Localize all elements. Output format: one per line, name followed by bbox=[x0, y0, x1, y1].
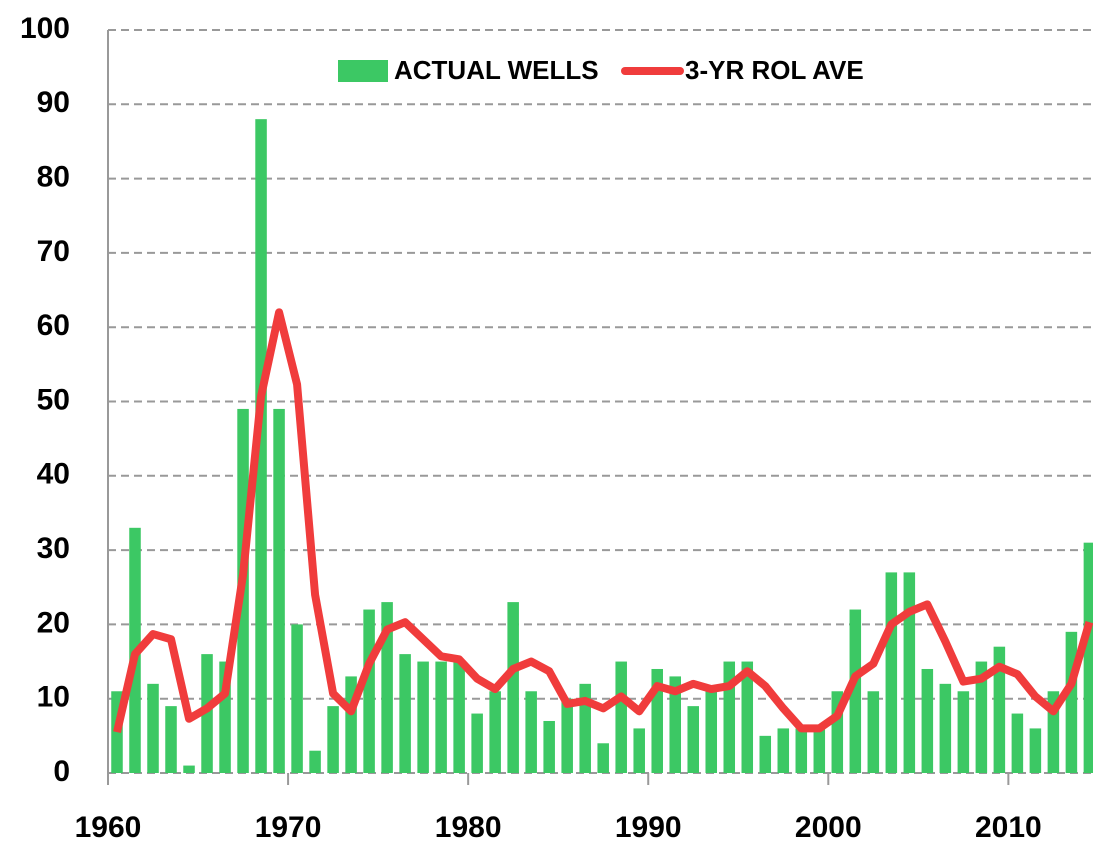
y-tick-label: 0 bbox=[53, 755, 70, 788]
bar bbox=[327, 706, 339, 773]
bar bbox=[471, 713, 483, 773]
bar bbox=[759, 735, 772, 773]
bar bbox=[507, 602, 519, 773]
bar bbox=[1011, 713, 1024, 773]
bar bbox=[291, 624, 303, 773]
bar bbox=[705, 691, 718, 773]
bar bbox=[831, 691, 844, 773]
bar bbox=[255, 119, 267, 773]
bar bbox=[651, 668, 663, 773]
x-tick-label: 2010 bbox=[975, 811, 1042, 844]
bar bbox=[147, 683, 159, 773]
bar bbox=[1083, 542, 1093, 773]
bar bbox=[723, 661, 736, 773]
bar bbox=[309, 750, 321, 773]
y-tick-label: 90 bbox=[37, 86, 70, 119]
y-tick-label: 20 bbox=[37, 606, 70, 639]
bar bbox=[795, 728, 808, 773]
bar bbox=[813, 728, 826, 773]
bar bbox=[273, 408, 285, 773]
bar bbox=[399, 654, 411, 773]
y-tick-label: 30 bbox=[37, 532, 70, 565]
bar bbox=[345, 676, 357, 773]
legend-label: 3-YR ROL AVE bbox=[685, 55, 864, 85]
y-tick-label: 10 bbox=[37, 681, 70, 714]
bar bbox=[219, 661, 231, 773]
bar bbox=[597, 743, 609, 773]
bar bbox=[381, 602, 393, 773]
x-tick-label: 1960 bbox=[75, 811, 142, 844]
bar bbox=[921, 668, 934, 773]
bar bbox=[885, 572, 898, 773]
x-tick-label: 1970 bbox=[255, 811, 322, 844]
bar bbox=[1065, 631, 1078, 773]
bar bbox=[579, 683, 591, 773]
bar bbox=[615, 661, 627, 773]
y-tick-label: 70 bbox=[37, 235, 70, 268]
bar bbox=[975, 661, 988, 773]
legend-swatch bbox=[338, 60, 388, 82]
bar bbox=[939, 683, 952, 773]
bar bbox=[417, 661, 429, 773]
bar bbox=[201, 654, 213, 773]
y-tick-label: 40 bbox=[37, 458, 70, 491]
bar bbox=[867, 691, 880, 773]
bar bbox=[849, 609, 862, 773]
bar bbox=[633, 728, 645, 773]
y-tick-label: 60 bbox=[37, 309, 70, 342]
bar bbox=[669, 676, 681, 773]
y-tick-label: 100 bbox=[20, 12, 70, 45]
bar bbox=[489, 691, 501, 773]
bar bbox=[993, 646, 1006, 773]
bar bbox=[183, 765, 195, 773]
bar bbox=[1029, 728, 1042, 773]
bar bbox=[165, 706, 177, 773]
bar bbox=[903, 572, 916, 773]
bar bbox=[741, 661, 754, 773]
bar bbox=[1047, 691, 1060, 773]
y-tick-label: 50 bbox=[37, 383, 70, 416]
bar bbox=[687, 706, 699, 773]
bar bbox=[543, 720, 555, 773]
bar bbox=[525, 691, 537, 773]
line bbox=[113, 308, 1093, 734]
bar bbox=[363, 609, 375, 773]
x-tick-label: 1990 bbox=[615, 811, 682, 844]
bar bbox=[957, 691, 970, 773]
x-tick-label: 2000 bbox=[795, 811, 862, 844]
y-tick-label: 80 bbox=[37, 161, 70, 194]
bar bbox=[453, 661, 465, 773]
bar bbox=[435, 661, 447, 773]
legend-label: ACTUAL WELLS bbox=[394, 55, 599, 85]
bar bbox=[777, 728, 790, 773]
x-tick-label: 1980 bbox=[435, 811, 502, 844]
bar bbox=[561, 698, 573, 773]
